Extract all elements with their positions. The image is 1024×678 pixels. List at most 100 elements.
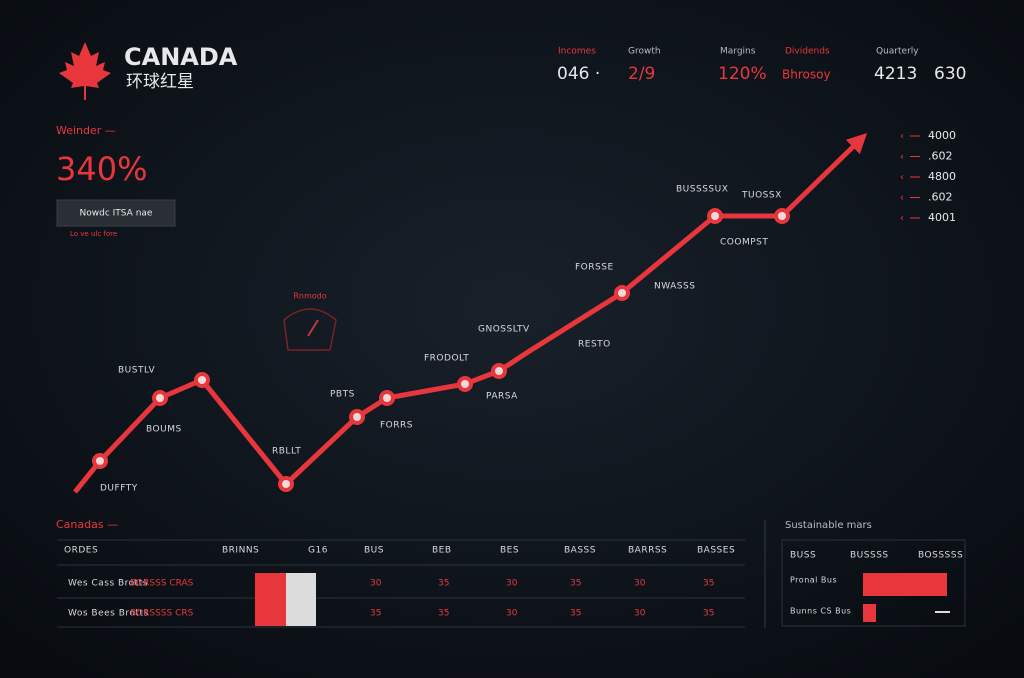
kpi-button-text[interactable]: Nowdc ITSA nae [80, 209, 153, 219]
stat-value: 046 · [557, 64, 600, 84]
list-icon: ‹ [900, 131, 904, 142]
trend-node-center [495, 367, 503, 375]
panel-row-label: Bunns CS Bus [790, 607, 851, 616]
panel-title: Sustainable mars [785, 520, 872, 531]
table-cell: 30 [370, 579, 382, 589]
table-header: BRINNS [222, 546, 259, 556]
kpi-button[interactable] [56, 199, 176, 227]
trend-label: BUSTLV [118, 366, 155, 376]
panel-bar [863, 573, 947, 596]
trend-label: DUFFTY [100, 484, 138, 494]
trend-label: BUSSSSUX [676, 185, 728, 195]
table-cell: 30 [634, 579, 646, 589]
trend-node-center [383, 394, 391, 402]
panel-header: BUSS [790, 551, 816, 561]
stat-label: Incomes [558, 47, 596, 57]
stat-value: 630 [934, 64, 966, 84]
stat-value: Bhrosoy [782, 68, 831, 82]
table-cell: 35 [570, 609, 581, 619]
trend-label: COOMPST [720, 238, 768, 248]
table-cell: 35 [570, 579, 581, 589]
table-cell: 35 [703, 579, 714, 589]
table-header: BUS [364, 546, 384, 556]
trend-label: RBLLT [272, 447, 301, 457]
panel-row-label: Pronal Bus [790, 576, 837, 585]
gauge [283, 308, 337, 351]
table-header: BASSES [697, 546, 735, 556]
trend-node-center [778, 212, 786, 220]
brand: CANADA [124, 43, 238, 71]
table-title: Canadas — [56, 518, 118, 531]
table-header: BEB [432, 546, 452, 556]
kpi-label: Weinder — [56, 124, 116, 137]
trend-node-center [618, 289, 626, 297]
gauge-label: Rnmodo [293, 292, 326, 301]
trend-label: FRODOLT [424, 354, 469, 364]
trend-node-center [353, 413, 361, 421]
trend-label: FORSSE [575, 263, 614, 273]
list-value: 4000 [928, 129, 956, 142]
table-cell: 30 [506, 609, 518, 619]
panel-header: BOSSSSS [918, 551, 963, 561]
table-cell: 35 [438, 609, 449, 619]
table: ORDES BRINNS G16 BUS BEB BES BASSS BARRSS BASSES… [57, 539, 745, 628]
trend-label: RESTO [578, 340, 611, 350]
trend-node-center [156, 394, 164, 402]
trend-label: PBTS [330, 390, 355, 400]
top-stats: Incomes 046 · Growth 2/9 Margins 120% Di… [557, 47, 966, 85]
table-header: BARRSS [628, 546, 667, 556]
table-header: BASSS [564, 546, 596, 556]
list-icon: ‹ [900, 172, 904, 183]
trend-node-center [711, 212, 719, 220]
table-cell: BORSSSS CRS [130, 609, 194, 619]
table-cell: BORSSS CRAS [130, 579, 194, 589]
brand-subtitle: 环球红星 [126, 72, 194, 92]
panel-box [781, 539, 966, 627]
table-bar-red [255, 573, 286, 626]
trend-node-center [198, 376, 206, 384]
stat-value: 4213 [874, 64, 917, 84]
table-cell: 35 [703, 609, 714, 619]
stat-value: 2/9 [628, 64, 655, 84]
trend-node-center [461, 380, 469, 388]
table-cell: 30 [634, 609, 646, 619]
list-value: 4001 [928, 211, 956, 224]
trend-label: GNOSSLTV [478, 325, 530, 335]
gauge-needle [307, 319, 319, 337]
list-icon: ‹ [900, 213, 904, 224]
trend-node-center [282, 480, 290, 488]
list-icon: ‹ [900, 152, 904, 163]
stat-label: Growth [628, 47, 661, 57]
table-cell: 30 [506, 579, 518, 589]
trend-label: FORRS [380, 421, 413, 431]
table-cell: Wes Cass Brotts [68, 579, 148, 589]
table-header: ORDES [64, 546, 98, 556]
trend-label: PARSA [486, 392, 518, 402]
panel-header: BUSSSS [850, 551, 889, 561]
kpi-value: 340% [56, 150, 147, 188]
list-value: 4800 [928, 170, 956, 183]
stat-label: Dividends [785, 47, 830, 57]
stat-value: 120% [718, 64, 767, 84]
trend-nodes [92, 208, 790, 492]
table-cell: Wos Bees Brotts [68, 609, 149, 619]
trend-labels: BUSTLV BOUMS DUFFTY RBLLT PBTS FORRS FRODOLT PA… [100, 185, 782, 494]
maple-leaf-logo [59, 42, 111, 100]
trend-label: TUOSSX [741, 191, 782, 201]
kpi-note: Lo ve ulc fore [70, 230, 117, 238]
trend-label: BOUMS [146, 425, 182, 435]
table-header: BES [500, 546, 519, 556]
list-value: .602 [928, 191, 953, 204]
side-panel: BUSS BUSSSS BOSSSSS Pronal Bus Bunns CS Bus [790, 551, 963, 616]
stat-label: Margins [720, 47, 756, 57]
table-bar-white [286, 573, 316, 626]
table-header: G16 [308, 546, 328, 556]
table-cell: 35 [438, 579, 449, 589]
list-icon: ‹ [900, 193, 904, 204]
right-list: ‹ 4000 ‹ .602 ‹ 4800 ‹ .602 ‹ 4001 [900, 129, 956, 224]
table-cell: 35 [370, 609, 381, 619]
stat-label: Quarterly [876, 47, 919, 57]
trend-label: NWASSS [654, 282, 695, 292]
